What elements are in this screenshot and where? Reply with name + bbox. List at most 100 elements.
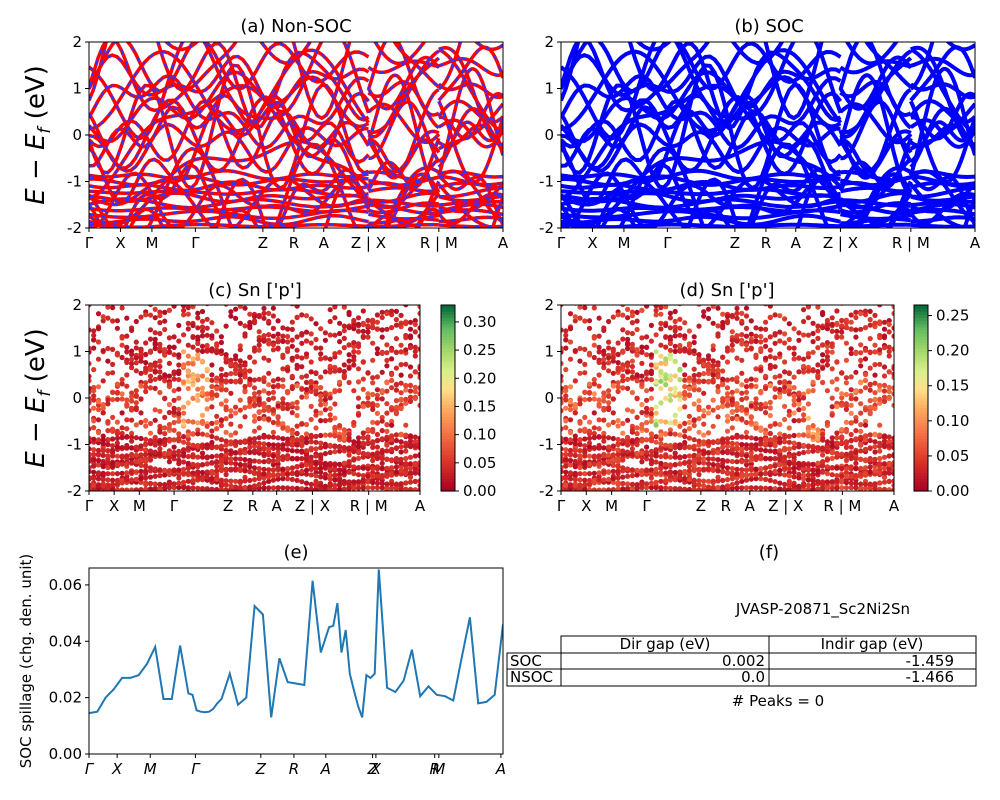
projection-point (256, 481, 262, 488)
projection-point (91, 425, 97, 431)
projection-point (758, 485, 764, 491)
projection-point (820, 431, 826, 437)
projection-point (417, 527, 422, 532)
projection-point (115, 300, 120, 305)
projection-point (337, 330, 343, 337)
projection-point (365, 473, 371, 479)
projection-point (586, 444, 593, 450)
projection-point (195, 340, 201, 347)
band-line (910, 223, 975, 228)
projection-point (237, 439, 243, 445)
projection-point (280, 266, 285, 271)
projection-point (181, 305, 187, 309)
projection-point (303, 480, 310, 486)
projection-point (152, 345, 158, 352)
projection-point (157, 313, 163, 319)
projection-point (586, 428, 593, 434)
x-tick-label: X (581, 497, 591, 515)
projection-point (365, 451, 371, 457)
projection-point (701, 378, 707, 384)
projection-point (763, 385, 769, 392)
projection-point (285, 346, 291, 352)
projection-point (782, 458, 788, 464)
projection-point (341, 362, 347, 368)
projection-point (91, 332, 97, 338)
projection-point (332, 482, 338, 488)
projection-point (95, 462, 102, 468)
projection-point (275, 331, 281, 337)
projection-point (877, 347, 883, 353)
projection-point (228, 371, 234, 377)
projection-point (242, 478, 248, 484)
projection-point (384, 380, 390, 386)
projection-point (374, 431, 380, 438)
projection-point (275, 403, 281, 409)
projection-point (389, 481, 395, 487)
projection-point (370, 485, 376, 491)
projection-point (577, 276, 582, 281)
projection-point (701, 361, 707, 368)
projection-point (171, 369, 177, 375)
projection-point (256, 447, 262, 453)
projection-point (634, 395, 640, 401)
projection-point (115, 259, 120, 264)
projection-point (205, 501, 210, 506)
projection-point (327, 442, 333, 448)
projection-point (834, 450, 840, 456)
projection-point (129, 356, 135, 362)
projection-point (824, 457, 831, 463)
projection-point (313, 276, 318, 281)
band-line (840, 203, 911, 216)
projection-point (801, 476, 807, 482)
projection-point (753, 325, 759, 331)
projection-point (791, 452, 797, 458)
projection-point (119, 461, 125, 467)
projection-point (686, 419, 693, 425)
projection-point (572, 458, 578, 464)
projection-point (327, 472, 333, 478)
projection-point (653, 312, 659, 318)
projection-point (341, 335, 347, 341)
projection-point (763, 373, 769, 379)
projection-point (185, 453, 191, 460)
projection-point (218, 348, 224, 354)
projection-point (586, 487, 593, 491)
projection-point (734, 485, 740, 491)
projection-point (119, 377, 125, 383)
projection-point (304, 259, 309, 264)
projection-point (299, 448, 305, 454)
y-tick-label: 0 (72, 126, 82, 144)
projection-point (181, 418, 187, 424)
projection-point (100, 314, 106, 320)
projection-point (133, 452, 139, 458)
projection-point (758, 388, 764, 395)
projection-point (658, 378, 664, 384)
projection-point (303, 486, 310, 491)
projection-point (223, 416, 229, 422)
projection-point (162, 326, 168, 333)
projection-point (561, 378, 564, 384)
projection-point (337, 471, 343, 478)
projection-point (601, 398, 607, 404)
projection-point (351, 444, 357, 451)
projection-point (824, 444, 831, 451)
projection-point (242, 405, 248, 411)
projection-point (701, 439, 707, 445)
projection-point (844, 293, 849, 298)
projection-point (596, 383, 602, 389)
projection-point (89, 435, 92, 441)
projection-point (322, 337, 328, 343)
projection-point (561, 373, 564, 379)
projection-point (820, 463, 826, 469)
panel-b-title: (b) SOC (734, 16, 803, 37)
projection-point (739, 441, 745, 448)
projection-point (767, 448, 773, 454)
projection-point (701, 413, 707, 419)
projection-point (129, 434, 135, 440)
projection-point (677, 366, 683, 372)
projection-point (280, 383, 286, 389)
projection-point (285, 406, 291, 412)
projection-point (285, 436, 291, 442)
projection-point (237, 377, 243, 383)
panel-f-title: (f) (759, 542, 779, 563)
